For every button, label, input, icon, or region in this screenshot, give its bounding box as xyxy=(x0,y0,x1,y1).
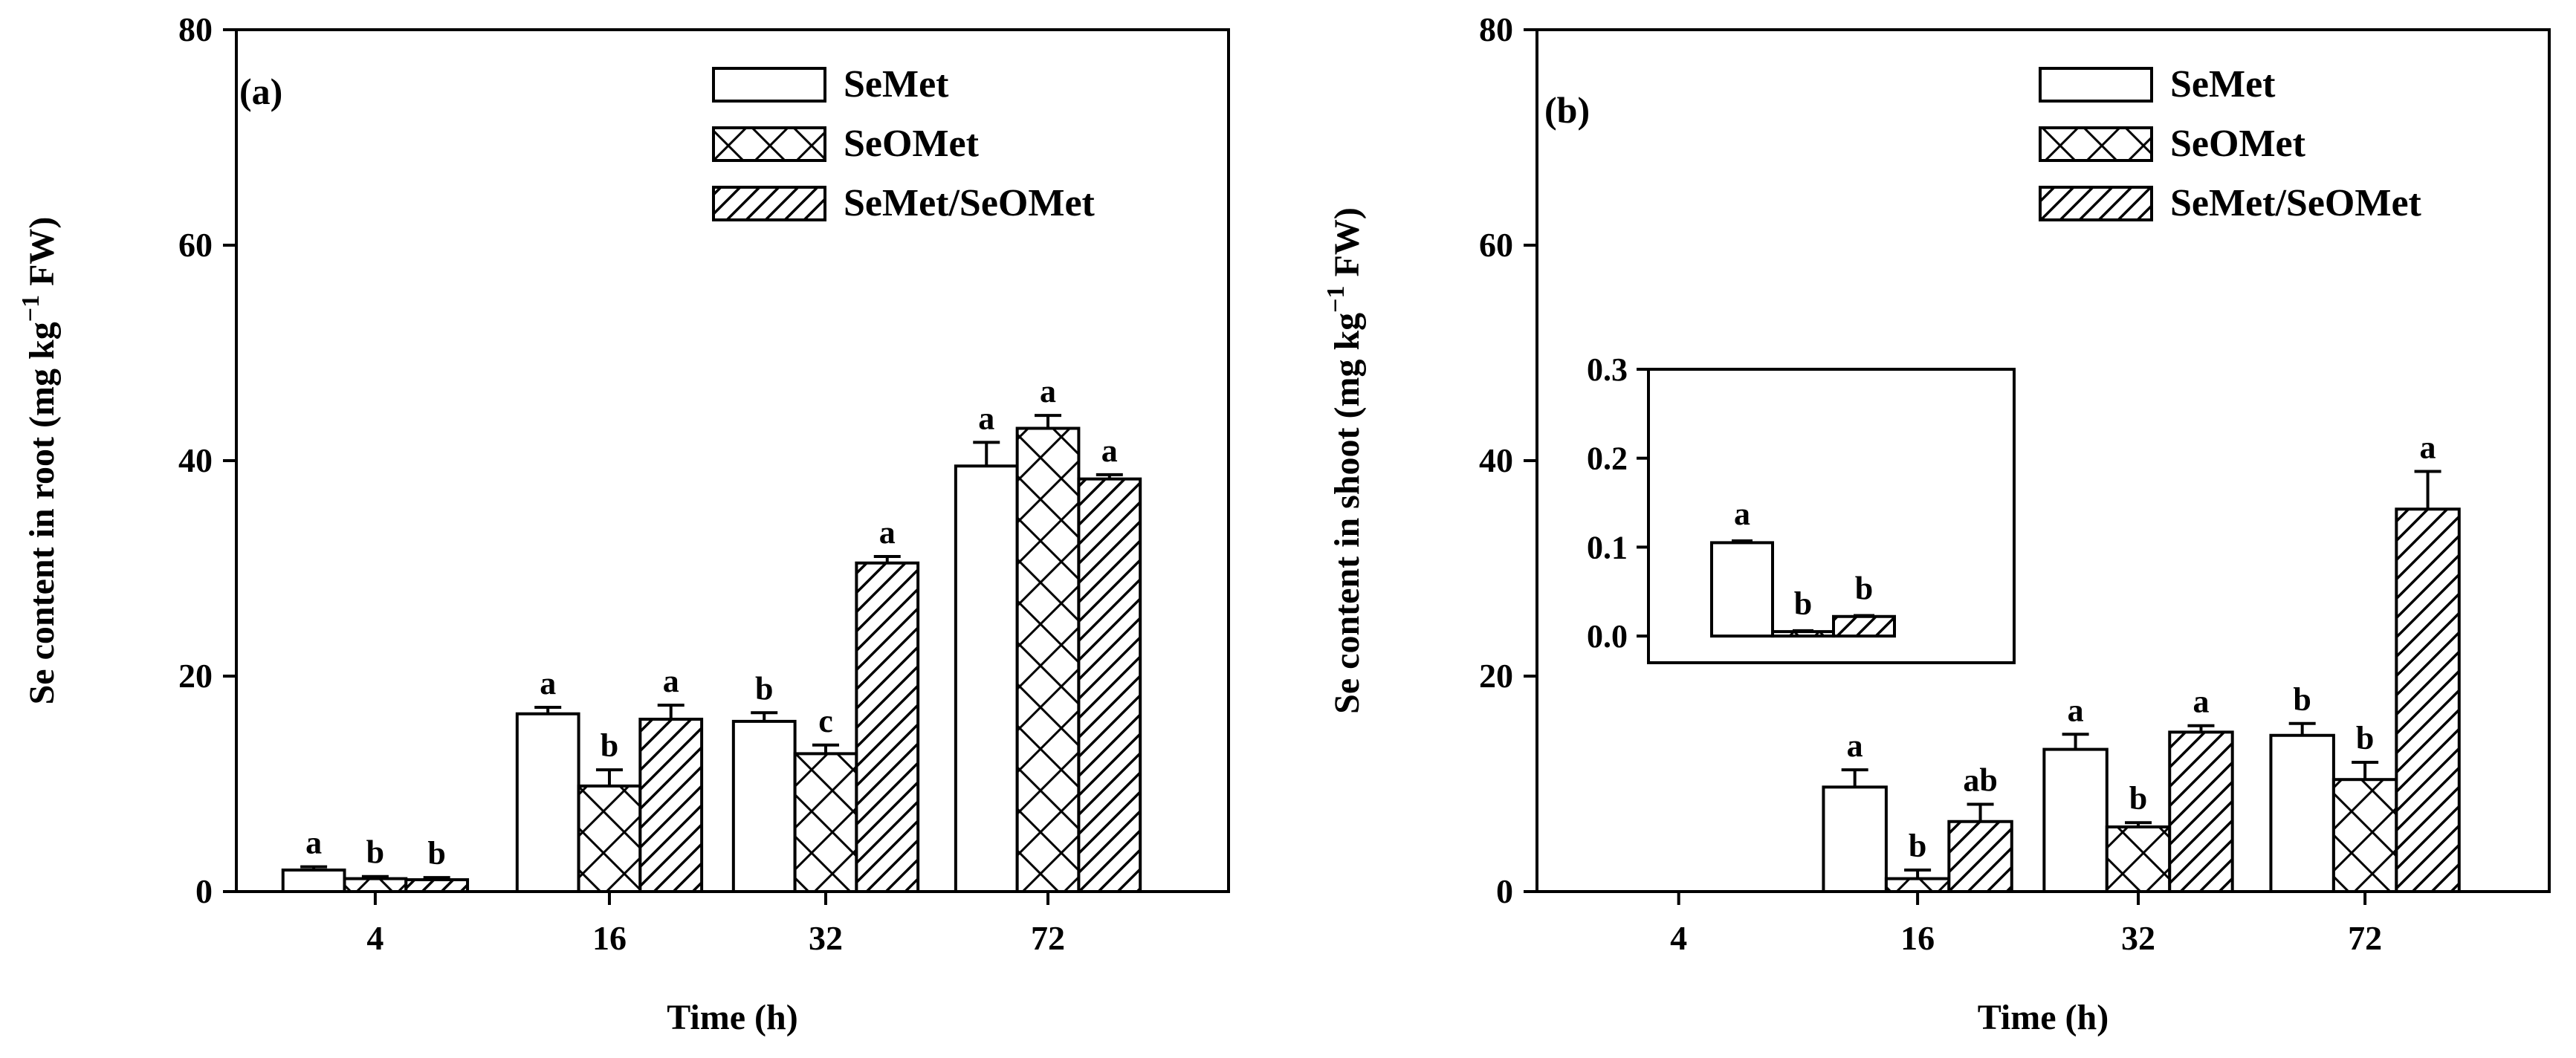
y-axis-title: Se content in shoot (mg kg−1 FW) xyxy=(1322,207,1367,714)
y-axis-title-superscript: −1 xyxy=(17,295,45,322)
legend-label: SeOMet xyxy=(2170,123,2306,165)
bar xyxy=(793,752,858,894)
y-axis-title-tail: FW) xyxy=(1327,207,1367,285)
y-tick-label: 0 xyxy=(195,872,213,910)
y-tick-label: 20 xyxy=(178,657,213,695)
bar xyxy=(1077,477,1142,893)
bar xyxy=(2269,733,2335,893)
y-axis-title-superscript: −1 xyxy=(1322,285,1350,312)
significance-label: a xyxy=(978,400,994,436)
significance-label: a xyxy=(2068,692,2084,728)
legend-swatch xyxy=(2039,126,2153,162)
inset-y-tick-label: 0.2 xyxy=(1587,441,1628,477)
x-tick-label: 16 xyxy=(1900,919,1935,957)
significance-label: a xyxy=(305,825,322,861)
panel-label: (a) xyxy=(239,71,282,112)
x-axis-title: Time (h) xyxy=(1978,998,2109,1037)
inset-bar xyxy=(1771,630,1835,638)
bar xyxy=(515,712,580,893)
y-tick-label: 40 xyxy=(1479,441,1513,479)
y-tick-label: 0 xyxy=(1496,872,1513,910)
significance-label: b xyxy=(366,834,384,871)
y-axis-title-main: Se content in shoot (mg kg xyxy=(1327,313,1367,714)
y-tick-label: 80 xyxy=(1479,10,1513,48)
legend-swatch xyxy=(712,67,826,103)
x-tick-label: 32 xyxy=(809,919,843,957)
significance-label: b xyxy=(755,670,773,707)
legend-label: SeOMet xyxy=(844,123,980,165)
significance-label: b xyxy=(2129,780,2147,817)
inset-significance-label: b xyxy=(1855,571,1873,607)
significance-label: b xyxy=(427,835,445,872)
y-axis-title: Se content in root (mg kg−1 FW) xyxy=(17,217,62,705)
inset-frame xyxy=(1647,368,2016,664)
x-tick-label: 72 xyxy=(1031,919,1065,957)
significance-label: a xyxy=(879,514,896,551)
bar xyxy=(855,561,920,893)
inset-bar xyxy=(1832,614,1896,638)
panel-label: (b) xyxy=(1544,89,1590,131)
legend-swatch xyxy=(2039,67,2153,103)
y-tick-label: 60 xyxy=(178,226,213,264)
x-tick-label: 4 xyxy=(366,919,384,957)
significance-label: b xyxy=(2293,681,2311,718)
bar xyxy=(954,464,1019,893)
legend-swatch xyxy=(712,126,826,162)
inset-y-tick-label: 0.0 xyxy=(1587,618,1628,655)
legend-label: SeMet/SeOMet xyxy=(2170,182,2422,224)
legend-label: SeMet xyxy=(844,63,949,106)
significance-label: b xyxy=(1909,828,1926,864)
bar xyxy=(1947,820,2013,893)
inset-significance-label: b xyxy=(1794,585,1812,622)
y-axis-title-tail: FW) xyxy=(22,217,62,295)
x-tick-label: 72 xyxy=(2348,919,2382,957)
significance-label: a xyxy=(540,665,556,701)
inset-bar xyxy=(1710,541,1774,638)
bar xyxy=(638,718,704,893)
x-tick-label: 4 xyxy=(1670,919,1687,957)
legend-label: SeMet xyxy=(2170,63,2276,106)
y-axis-title-main: Se content in root (mg kg xyxy=(22,322,62,704)
bar xyxy=(404,878,470,894)
significance-label: a xyxy=(1040,373,1056,409)
inset-y-tick-label: 0.1 xyxy=(1587,529,1628,565)
y-tick-label: 60 xyxy=(1479,226,1513,264)
y-tick-label: 20 xyxy=(1479,657,1513,695)
bar xyxy=(731,719,797,894)
bar xyxy=(1015,426,1081,893)
bar xyxy=(2168,730,2234,894)
legend-swatch xyxy=(712,186,826,221)
bar xyxy=(2395,507,2461,893)
bar xyxy=(2331,778,2398,893)
bar xyxy=(343,877,408,893)
x-tick-label: 16 xyxy=(592,919,627,957)
x-tick-label: 32 xyxy=(2121,919,2155,957)
bar xyxy=(2042,747,2109,893)
legend-swatch xyxy=(2039,186,2153,221)
significance-label: c xyxy=(818,703,833,739)
bar xyxy=(1822,785,1888,893)
significance-label: b xyxy=(2356,720,2374,756)
y-tick-label: 80 xyxy=(178,10,213,48)
significance-label: a xyxy=(1101,432,1118,469)
x-axis-title: Time (h) xyxy=(667,998,797,1037)
significance-label: a xyxy=(1847,727,1863,764)
bar xyxy=(577,784,642,894)
inset-y-tick-label: 0.3 xyxy=(1587,351,1628,388)
chart-panel-a: 0 20 40 60 80 4 16 32 72 Time (h) Se content in ro… xyxy=(17,10,1230,1037)
significance-label: a xyxy=(2192,684,2209,720)
bar xyxy=(1884,877,1951,893)
legend-label: SeMet/SeOMet xyxy=(844,182,1096,224)
significance-label: b xyxy=(601,727,618,764)
inset-significance-label: a xyxy=(1734,496,1750,532)
y-tick-label: 40 xyxy=(178,441,213,479)
bar xyxy=(281,869,346,893)
significance-label: a xyxy=(2420,429,2436,466)
significance-label: a xyxy=(663,663,679,699)
bar xyxy=(2105,825,2172,893)
significance-label: ab xyxy=(1963,762,1997,799)
chart-panel-b: 0 20 40 60 80 4 16 32 72 Time (h) Se content in sh… xyxy=(1322,10,2551,1037)
